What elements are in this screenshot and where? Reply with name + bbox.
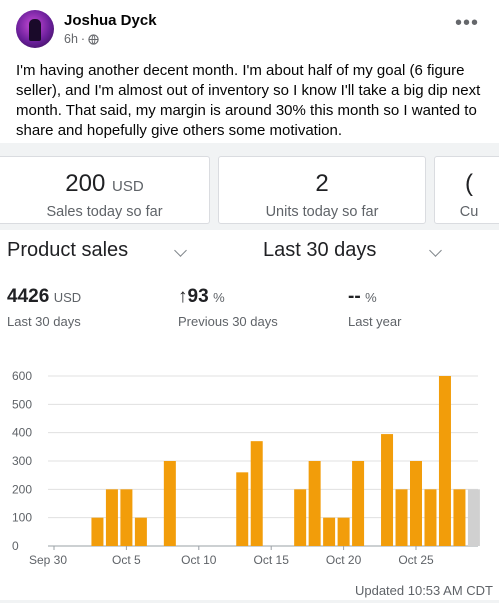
period-dropdown-label[interactable]: Last 30 days	[263, 239, 377, 261]
bar	[294, 489, 307, 546]
card-label: Cu	[459, 204, 479, 220]
x-tick-label: Oct 20	[326, 553, 362, 567]
metric-dropdown-label[interactable]: Product sales	[7, 239, 129, 261]
sales-today-card[interactable]: 200 USD Sales today so far	[0, 156, 210, 224]
x-tick-label: Oct 5	[112, 553, 141, 567]
updated-timestamp: Updated 10:53 AM CDT	[354, 583, 493, 598]
bar	[352, 461, 365, 546]
bar	[424, 489, 437, 546]
author-name[interactable]: Joshua Dyck	[64, 12, 157, 29]
bar	[381, 434, 394, 546]
author-avatar[interactable]	[16, 10, 54, 48]
x-tick-label: Oct 15	[254, 553, 290, 567]
card-label: Units today so far	[265, 204, 379, 220]
bar	[134, 517, 147, 546]
summary-sales: 4426 USD Last 30 days	[7, 286, 82, 329]
bar	[337, 517, 350, 546]
y-tick-label: 500	[12, 397, 32, 411]
meta-separator: ·	[80, 32, 86, 46]
card-value: 200 USD	[65, 170, 144, 197]
y-tick-label: 400	[12, 426, 32, 440]
avatar-figure	[29, 19, 41, 41]
summary-change: ↑93 % Previous 30 days	[178, 286, 278, 329]
post-text: I'm having another decent month. I'm abo…	[16, 62, 481, 139]
bar	[91, 517, 104, 546]
bar-today	[467, 489, 480, 546]
third-card[interactable]: ( Cu	[434, 156, 499, 224]
bar	[308, 461, 321, 546]
bar	[410, 461, 422, 546]
y-tick-label: 600	[12, 370, 32, 383]
arrow-up-icon: ↑	[178, 286, 188, 307]
summary-last-year: -- % Last year	[348, 286, 402, 329]
y-tick-label: 0	[12, 539, 19, 553]
x-tick-label: Oct 25	[398, 553, 434, 567]
bar	[163, 461, 176, 546]
y-tick-label: 100	[12, 511, 32, 525]
card-label: Sales today so far	[46, 204, 163, 220]
globe-icon	[88, 33, 99, 45]
units-today-card[interactable]: 2 Units today so far	[218, 156, 426, 224]
y-tick-label: 300	[12, 454, 32, 468]
bar	[453, 489, 466, 546]
bar	[236, 472, 249, 546]
bar	[105, 489, 118, 546]
more-options-icon[interactable]: •••	[454, 12, 479, 34]
bar	[250, 441, 263, 546]
bar	[120, 489, 133, 546]
card-value: 2	[315, 170, 329, 197]
card-value: (	[465, 170, 473, 197]
post-time[interactable]: 6h	[64, 32, 78, 46]
x-tick-label: Sep 30	[29, 553, 67, 567]
y-tick-label: 200	[12, 482, 32, 496]
bar	[395, 489, 408, 546]
post-meta: 6h ·	[64, 32, 99, 46]
sales-bar-chart: 0 100 200 300 400 500 600 Sep 30 Oct 5 Oct 10 Oct …	[12, 370, 480, 567]
bar	[323, 517, 336, 546]
bar	[438, 376, 451, 546]
x-tick-label: Oct 10	[181, 553, 217, 567]
